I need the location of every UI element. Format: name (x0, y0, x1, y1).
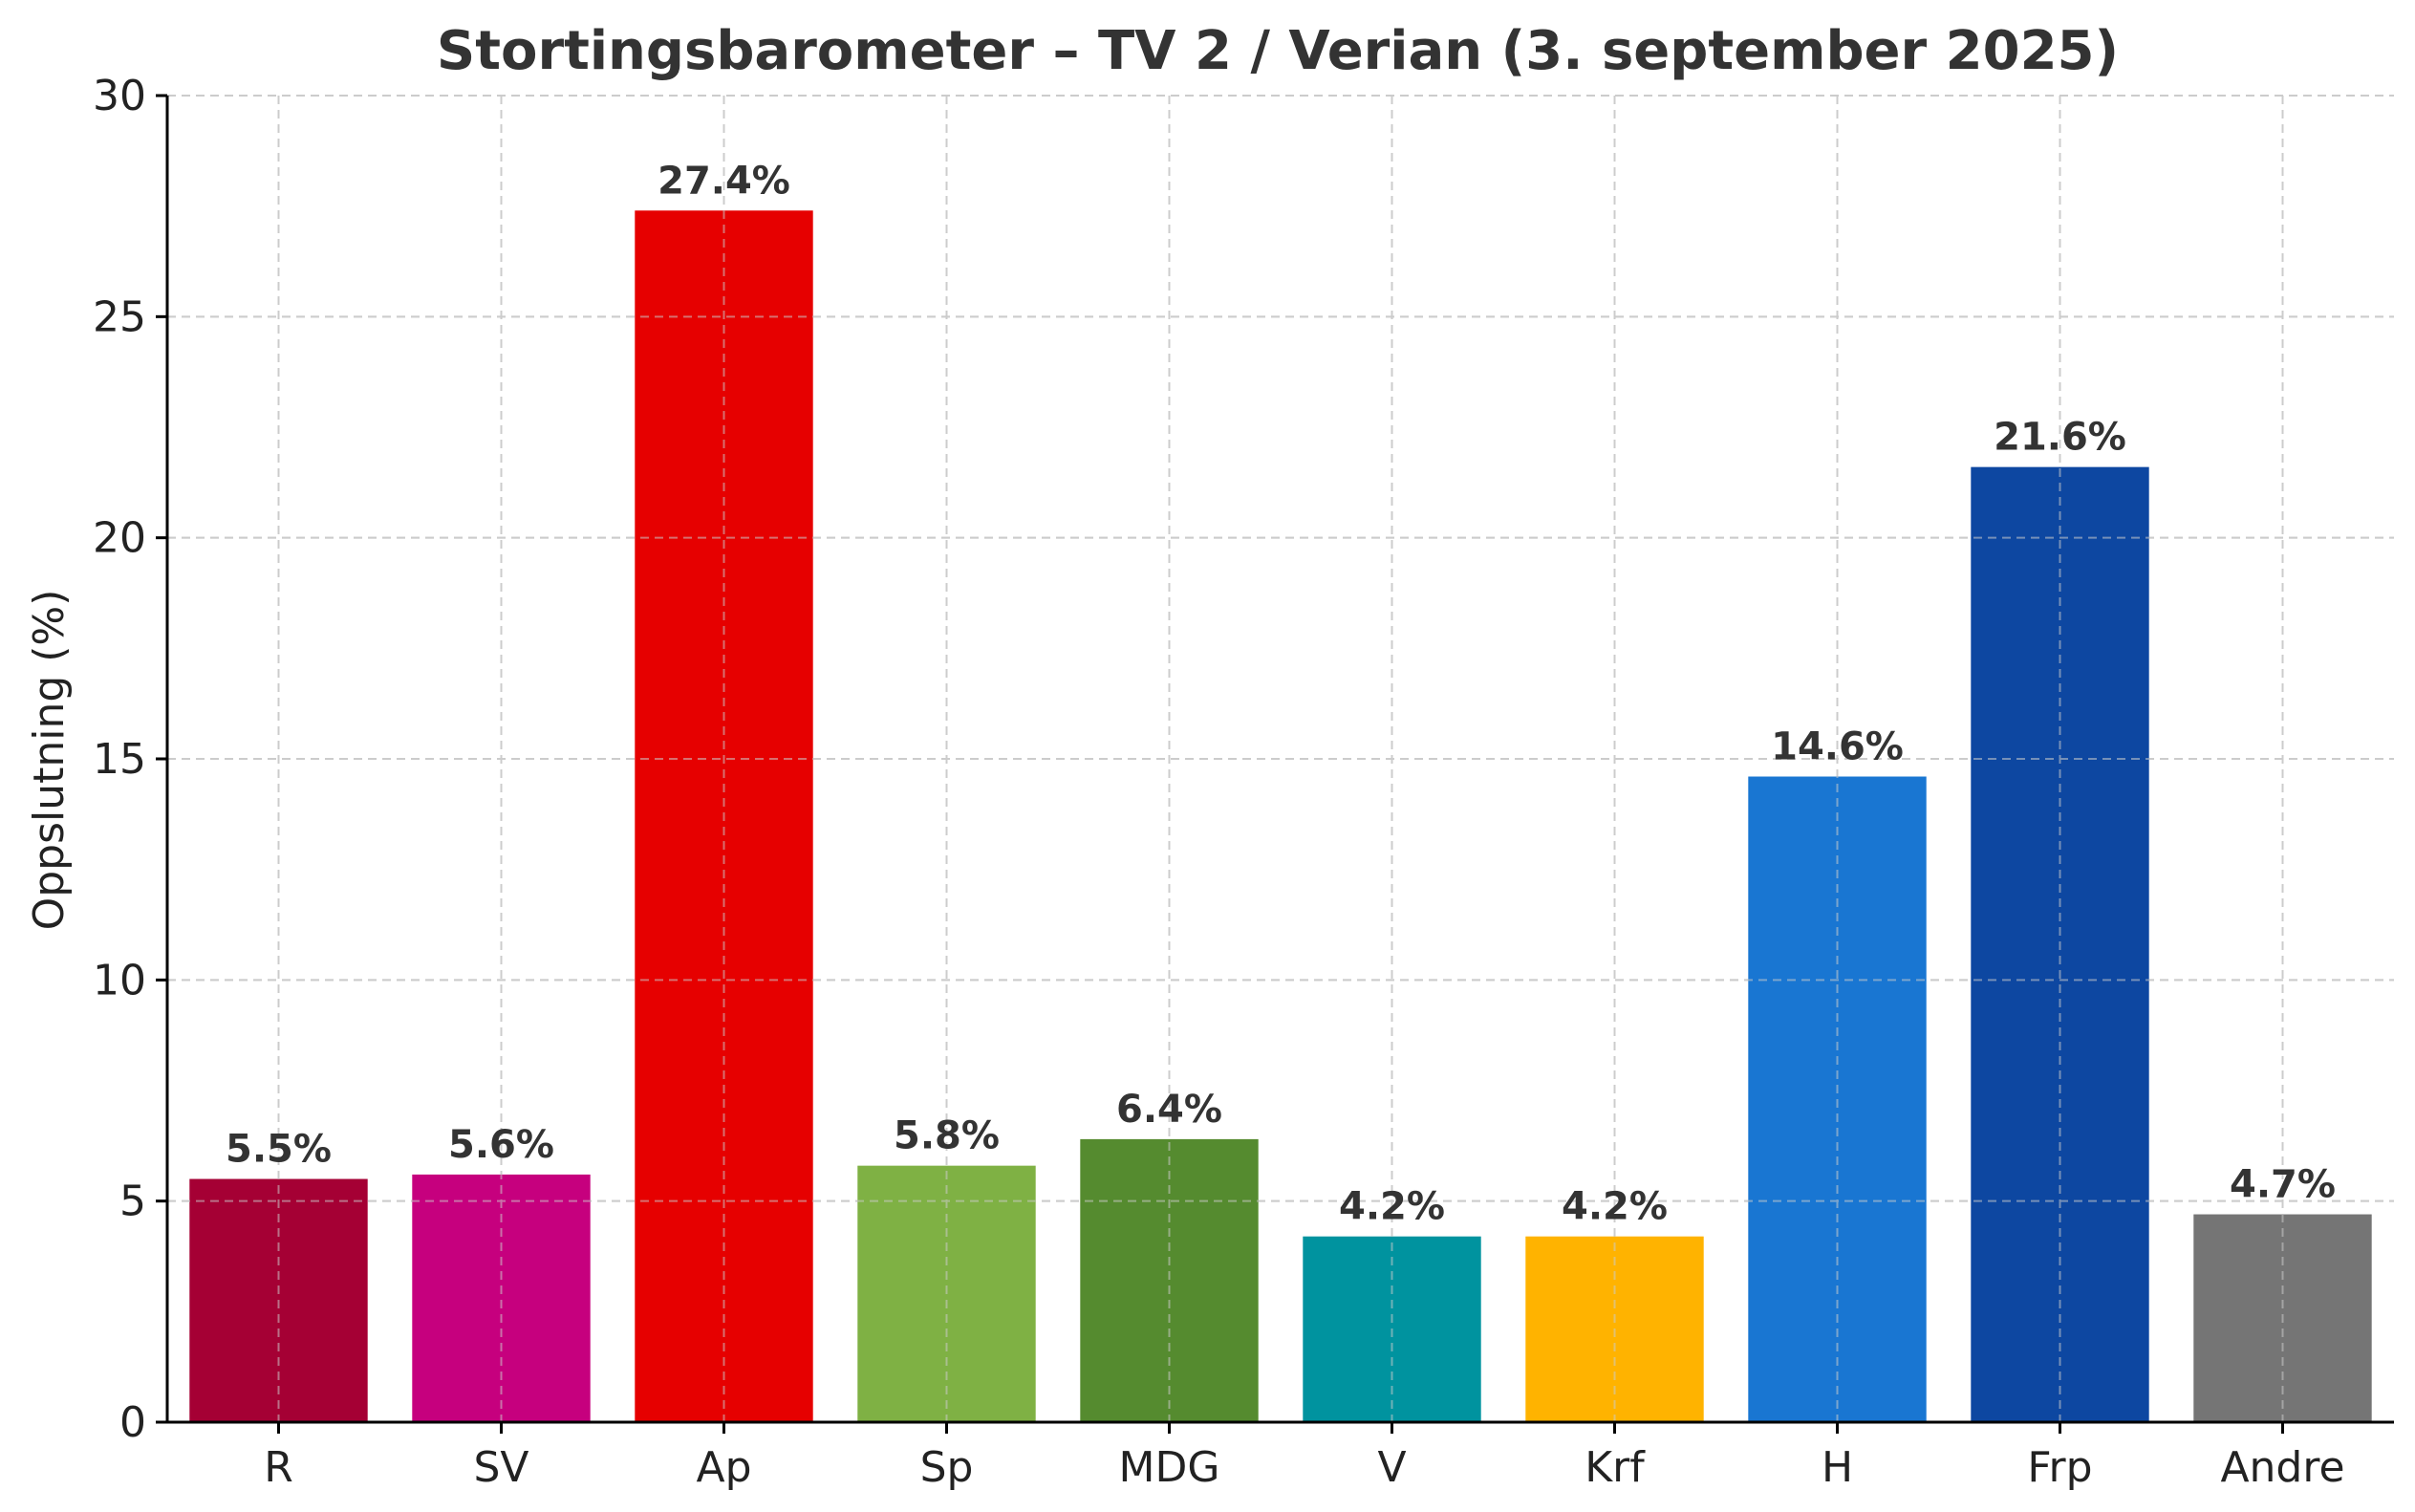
chart-title: Stortingsbarometer – TV 2 / Verian (3. s… (437, 20, 2119, 82)
x-tick-label: V (1377, 1443, 1406, 1492)
x-tick-labels: R SV Ap Sp MDG V Krf H Frp Andre (264, 1422, 2345, 1492)
y-tick-label: 5 (119, 1177, 146, 1226)
y-tick-labels: 0 5 10 15 20 25 30 (93, 72, 167, 1447)
x-tick-label: Frp (2027, 1443, 2092, 1492)
y-tick-label: 15 (93, 735, 146, 784)
data-label-krf: 4.2% (1562, 1185, 1668, 1229)
x-tick-label: SV (473, 1443, 528, 1492)
bar-sv (412, 1174, 591, 1422)
y-tick-label: 0 (119, 1398, 146, 1447)
x-tick-label: R (264, 1443, 293, 1492)
data-label-sp: 5.8% (894, 1114, 1000, 1158)
y-axis-label: Oppslutning (%) (25, 590, 74, 931)
y-tick-label: 20 (93, 514, 146, 563)
x-tick-label: Andre (2220, 1443, 2344, 1492)
grid-lines-overlay (167, 95, 2394, 1422)
data-label-r: 5.5% (226, 1128, 332, 1172)
data-label-frp: 21.6% (1994, 416, 2126, 460)
y-tick-label: 10 (93, 956, 146, 1004)
data-labels: 5.5% 5.6% 27.4% 5.8% 6.4% 4.2% 4.2% 14.6% 21.6% 4… (226, 159, 2336, 1228)
data-label-h: 14.6% (1771, 725, 1904, 769)
bars (189, 210, 2372, 1422)
y-tick-label: 30 (93, 72, 146, 120)
data-label-andre: 4.7% (2230, 1163, 2336, 1207)
x-tick-label: Ap (696, 1443, 751, 1492)
data-label-mdg: 6.4% (1116, 1088, 1222, 1132)
x-tick-label: Krf (1585, 1443, 1646, 1492)
x-tick-label: Sp (920, 1443, 974, 1492)
data-label-v: 4.2% (1339, 1185, 1445, 1229)
data-label-sv: 5.6% (448, 1123, 554, 1167)
data-label-ap: 27.4% (658, 159, 790, 203)
x-tick-label: MDG (1119, 1443, 1220, 1492)
y-tick-label: 25 (93, 292, 146, 341)
x-tick-label: H (1822, 1443, 1853, 1492)
